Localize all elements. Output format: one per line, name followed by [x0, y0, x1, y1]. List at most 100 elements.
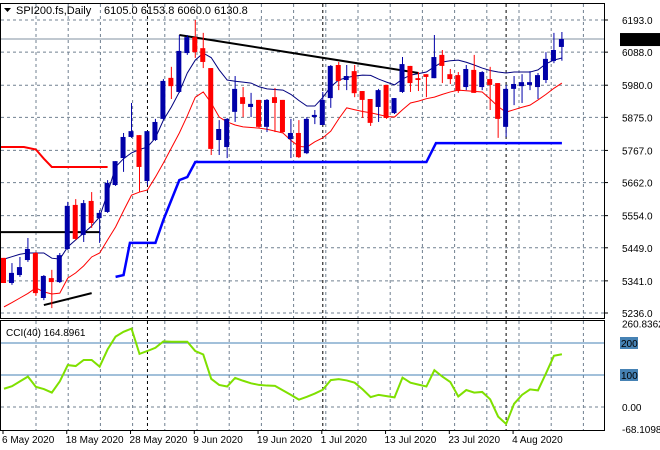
cci-tick-label: 260.8362 — [622, 320, 660, 331]
candle-bear — [1, 257, 6, 283]
candle-bull — [511, 83, 517, 89]
candle-bear — [423, 74, 429, 77]
main-frame — [0, 3, 605, 319]
candle-bear — [48, 278, 54, 283]
cci-tick-label: 200 — [621, 339, 638, 350]
price-tick-label: 6193.0 — [622, 16, 653, 27]
candle-bear — [407, 65, 413, 84]
candle-bull — [343, 76, 349, 81]
candle-bull — [64, 205, 70, 250]
candle-bull — [327, 65, 333, 99]
current-price-label: 6130.8 — [622, 35, 653, 46]
cci-frame — [0, 320, 605, 431]
candle-bull — [112, 161, 118, 186]
candle-bull — [319, 99, 325, 126]
candles-layer — [1, 20, 564, 309]
candle-bull — [311, 114, 317, 118]
candle-bear — [271, 97, 277, 103]
candle-bull — [40, 275, 46, 298]
candle-bull — [24, 249, 30, 261]
candle-bull — [519, 82, 525, 87]
candle-bull — [232, 88, 238, 112]
date-tick-label: 28 May 2020 — [130, 435, 188, 446]
candle-bull — [534, 75, 540, 88]
candle-bull — [303, 118, 309, 154]
triangle-down-icon[interactable] — [4, 8, 11, 12]
symbol-label: SPI200.fs,Daily — [16, 5, 92, 17]
cci-subwindow[interactable]: 260.8362 200 100 0.00 -68.1098 — [1, 320, 660, 436]
candle-bull — [287, 132, 293, 140]
candle-bull — [176, 50, 182, 92]
candle-bull — [527, 82, 533, 85]
ohlc-label: 6105.0 6153.8 6060.0 6130.8 — [104, 5, 248, 17]
price-tick-label: 5875.0 — [622, 113, 653, 124]
resistance-step-line — [0, 146, 108, 168]
candle-bull — [542, 58, 548, 81]
candle-bull — [248, 103, 254, 107]
price-tick-label: 5554.0 — [622, 212, 653, 223]
candle-bear — [295, 132, 301, 158]
price-tick-label: 5767.0 — [622, 146, 653, 157]
candle-bull — [224, 118, 230, 148]
candle-bear — [335, 65, 341, 81]
candle-bull — [104, 182, 110, 212]
candle-bull — [184, 37, 190, 54]
candle-bear — [455, 75, 461, 92]
price-tick-label: 5449.0 — [622, 244, 653, 255]
trendline — [179, 34, 419, 74]
ma-fast-line — [3, 52, 563, 260]
cci-tick-label: -68.1098 — [622, 425, 660, 436]
series-layer — [0, 34, 563, 308]
candle-bull — [8, 272, 14, 283]
candle-bear — [72, 204, 78, 239]
date-tick-label: 4 Aug 2020 — [512, 435, 563, 446]
candle-bear — [136, 135, 142, 167]
candle-bull — [128, 131, 134, 137]
candle-bear — [200, 48, 206, 62]
candle-bear — [192, 37, 198, 53]
candle-bull — [479, 72, 485, 88]
candle-bull — [399, 64, 405, 92]
candle-bull — [160, 80, 166, 119]
date-tick-label: 6 May 2020 — [2, 435, 55, 446]
cci-tick-label: 100 — [621, 371, 638, 382]
candle-bull — [375, 90, 381, 107]
candle-bear — [383, 84, 389, 118]
price-tick-label: 5341.0 — [622, 277, 653, 288]
candle-bull — [503, 88, 509, 127]
axes-layer: 6193.0 6088.0 5980.0 5875.0 5767.0 5662.0 5554… — [0, 3, 660, 446]
candle-bull — [264, 99, 270, 127]
price-tick-label: 5980.0 — [622, 81, 653, 92]
candle-bull — [120, 136, 126, 159]
candle-bear — [415, 78, 421, 81]
candle-bull — [80, 203, 86, 235]
date-tick-label: 13 Jul 2020 — [385, 435, 437, 446]
candle-bear — [471, 69, 477, 93]
date-tick-label: 18 May 2020 — [66, 435, 124, 446]
candle-bear — [439, 54, 445, 66]
candle-bear — [351, 71, 357, 94]
candle-bear — [240, 97, 246, 104]
date-tick-label: 19 Jun 2020 — [257, 435, 312, 446]
candle-bear — [88, 200, 94, 223]
candle-bear — [256, 99, 262, 127]
candle-bear — [495, 83, 501, 119]
date-tick-label: 23 Jul 2020 — [448, 435, 500, 446]
price-tick-label: 5662.0 — [622, 179, 653, 190]
candle-bull — [16, 267, 22, 276]
candle-bull — [96, 212, 102, 219]
candle-bear — [447, 74, 453, 80]
cci-tick-label: 0.00 — [622, 403, 642, 414]
current-price-badge — [620, 33, 660, 47]
support-step-line — [115, 141, 562, 279]
candle-bear — [487, 79, 493, 85]
candle-bull — [56, 255, 62, 283]
candle-bull — [550, 50, 556, 62]
candle-bear — [359, 91, 365, 100]
candle-bull — [558, 39, 564, 47]
candle-bull — [391, 98, 397, 114]
price-tick-label: 6088.0 — [622, 48, 653, 59]
candle-bear — [279, 99, 285, 133]
candle-bull — [463, 68, 469, 88]
